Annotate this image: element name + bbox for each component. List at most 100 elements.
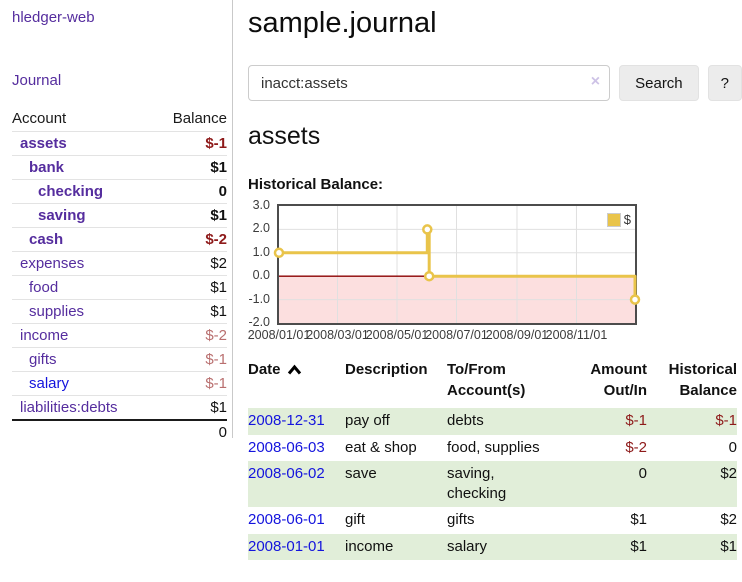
account-name-cell: bank <box>12 155 155 180</box>
y-tick-label: -2.0 <box>248 315 270 329</box>
sidebar-account-row: salary $-1 <box>12 371 227 396</box>
y-tick-label: 1.0 <box>252 244 270 259</box>
register-col-date[interactable]: Date <box>248 360 345 408</box>
register-balance-cell: $-1 <box>715 412 737 430</box>
register-accounts-cell: saving, checking <box>447 464 507 503</box>
sidebar-account-row: cash $-2 <box>12 227 227 252</box>
legend-swatch-icon <box>606 212 621 227</box>
sidebar-account-checking[interactable]: checking <box>38 183 104 200</box>
register-accounts-cell: debts <box>447 412 484 430</box>
historical-balance-chart: 3.0 2.0 1.0 0.0 -1.0 -2.0 $ 2008/01/01 2008/03… <box>248 198 641 343</box>
transaction-date-link[interactable]: 2008-06-01 <box>248 511 325 529</box>
accounts-header-balance: Balance <box>172 110 227 127</box>
register-amount-cell: $1 <box>630 537 647 555</box>
sidebar-account-salary[interactable]: salary <box>29 375 70 392</box>
account-balance: $1 <box>154 395 227 420</box>
transaction-date-link[interactable]: 2008-12-31 <box>248 412 325 430</box>
x-tick-label: 2008/01/01 <box>247 328 311 342</box>
accounts-table: Account Balance assets $-1 bank $1 checking 0… <box>12 106 227 444</box>
register-row: 2008-06-03 eat & shop food, supplies $-2 0 <box>248 435 737 461</box>
sidebar-account-gifts[interactable]: gifts <box>29 351 57 368</box>
column-label: Description <box>345 361 428 378</box>
y-tick-label: 0.0 <box>252 268 270 283</box>
sidebar-account-food[interactable]: food <box>29 279 59 296</box>
sidebar-account-income[interactable]: income <box>20 327 69 344</box>
register-amount-cell: $-1 <box>625 412 647 430</box>
account-name-cell: gifts <box>12 347 155 372</box>
search-button[interactable]: Search <box>619 65 699 101</box>
register-body: 2008-12-31 pay off debts $-1 $-1 2008-06-03 ea… <box>248 408 737 560</box>
legend-label: $ <box>623 212 631 227</box>
x-tick-label: 2008/09/01 <box>485 328 549 342</box>
account-balance: $-2 <box>154 227 227 252</box>
x-tick-label: 2008/07/01 <box>425 328 488 342</box>
sidebar-account-row: expenses $2 <box>12 251 227 276</box>
x-tick-label: 2008/11/01 <box>545 328 608 342</box>
sidebar-account-bank[interactable]: bank <box>29 159 65 176</box>
register-row: 2008-12-31 pay off debts $-1 $-1 <box>248 408 737 435</box>
sidebar-account-cash[interactable]: cash <box>29 231 64 248</box>
register-date-cell: 2008-12-31 <box>248 408 345 434</box>
y-tick-label: -1.0 <box>248 291 270 306</box>
register-description-cell: save <box>345 464 377 482</box>
register-description-cell: gift <box>345 511 366 529</box>
sidebar-item-journal[interactable]: Journal <box>12 72 62 89</box>
sidebar: hledger-web Journal Account Balance asse… <box>0 0 233 444</box>
sidebar-account-row: saving $1 <box>12 203 227 228</box>
help-button[interactable]: ? <box>707 65 742 101</box>
sidebar-account-supplies[interactable]: supplies <box>29 303 85 320</box>
app-brand-link[interactable]: hledger-web <box>12 9 95 26</box>
account-heading: assets <box>248 122 321 150</box>
register-col-to-from-account-s-: To/From Account(s) <box>447 360 555 408</box>
account-balance: $2 <box>154 251 227 276</box>
transaction-date-link[interactable]: 2008-06-03 <box>248 438 325 456</box>
register-amount-cell: $1 <box>630 511 647 529</box>
sidebar-account-row: checking 0 <box>12 179 227 204</box>
accounts-header-account: Account <box>12 110 67 127</box>
register-accounts-cell: gifts <box>447 511 475 529</box>
sidebar-account-row: assets $-1 <box>12 131 227 156</box>
main-content: sample.journal × Search ? assets Histori… <box>248 0 742 560</box>
column-label: Date <box>248 361 281 378</box>
sidebar-account-liabilities-debts[interactable]: liabilities:debts <box>20 399 118 416</box>
account-balance: $-1 <box>154 347 227 372</box>
chart-legend: $ <box>606 212 631 227</box>
register-balance-cell: $2 <box>720 511 737 529</box>
y-tick-label: 2.0 <box>252 221 270 236</box>
register-col-description: Description <box>345 360 447 408</box>
account-balance: $1 <box>154 275 227 300</box>
register-amount-cell: $-2 <box>625 438 647 456</box>
register-header-row: Date Description To/From Account(s) Amount … <box>248 360 737 408</box>
x-tick-label: 2008/05/01 <box>365 328 429 342</box>
register-row: 2008-06-01 gift gifts $1 $2 <box>248 507 737 533</box>
register-description-cell: pay off <box>345 412 390 430</box>
transaction-date-link[interactable]: 2008-06-02 <box>248 464 325 482</box>
sidebar-account-expenses[interactable]: expenses <box>20 255 85 272</box>
sidebar-account-saving[interactable]: saving <box>38 207 86 224</box>
search-input[interactable] <box>248 65 611 101</box>
clear-search-icon[interactable]: × <box>590 73 601 90</box>
sidebar-account-row: bank $1 <box>12 155 227 180</box>
account-name-cell: assets <box>12 131 155 156</box>
chart-plot-area: $ <box>273 204 641 325</box>
sidebar-account-assets[interactable]: assets <box>20 135 67 152</box>
register-date-cell: 2008-06-01 <box>248 507 345 533</box>
chart-x-axis: 2008/01/01 2008/03/01 2008/05/01 2008/07/01… <box>248 325 637 343</box>
account-name-cell: income <box>12 323 155 348</box>
account-balance: $1 <box>154 203 227 228</box>
account-name-cell: expenses <box>12 251 155 276</box>
account-name-cell: saving <box>12 203 155 228</box>
transaction-date-link[interactable]: 2008-01-01 <box>248 537 325 555</box>
account-balance: 0 <box>154 179 227 204</box>
register-balance-cell: 0 <box>728 438 737 456</box>
register-date-cell: 2008-06-02 <box>248 461 345 508</box>
account-name-cell: supplies <box>12 299 155 324</box>
register-description-cell: eat & shop <box>345 438 417 456</box>
account-balance: $-2 <box>154 323 227 348</box>
sidebar-account-row: supplies $1 <box>12 299 227 324</box>
account-balance: $1 <box>154 155 227 180</box>
register-description-cell: income <box>345 537 394 555</box>
chart-y-axis: 3.0 2.0 1.0 0.0 -1.0 -2.0 <box>248 198 273 329</box>
register-col-amount-out-in: Amount Out/In <box>555 360 647 408</box>
sidebar-account-row: food $1 <box>12 275 227 300</box>
